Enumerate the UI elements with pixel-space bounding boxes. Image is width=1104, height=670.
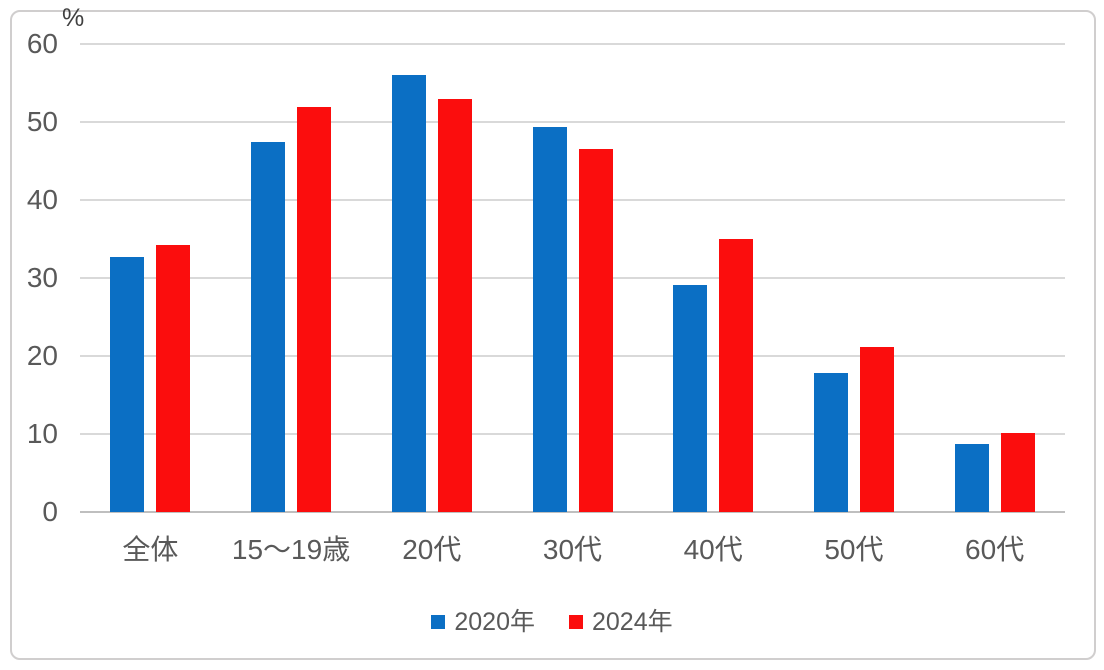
gridline-50: [80, 121, 1065, 123]
x-category-label-5: 50代: [824, 534, 884, 565]
legend-item-0: 2020年: [431, 607, 535, 636]
y-tick-label-60: 60: [26, 28, 58, 59]
y-axis-unit-label: %: [62, 4, 85, 32]
bar-series0-cat5: [813, 373, 848, 512]
x-category-label-1: 15〜19歳: [231, 534, 351, 565]
bar-series0-cat4: [673, 285, 708, 512]
bar-series1-cat5: [859, 346, 894, 512]
x-category-label-6: 60代: [965, 534, 1025, 565]
legend-item-1: 2024年: [569, 607, 673, 636]
bar-series1-cat6: [1000, 433, 1035, 512]
y-tick-label-40: 40: [26, 184, 58, 215]
y-tick-label-30: 30: [26, 262, 58, 293]
gridline-30: [80, 277, 1065, 279]
legend: 2020年 2024年: [0, 604, 1104, 640]
gridline-10: [80, 433, 1065, 435]
gridline-20: [80, 355, 1065, 357]
bar-series1-cat3: [578, 148, 613, 512]
bar-series1-cat2: [437, 99, 472, 512]
legend-label-1: 2024年: [592, 607, 673, 636]
legend-swatch-icon-1: [569, 615, 583, 629]
legend-label-0: 2020年: [454, 607, 535, 636]
bar-series1-cat0: [156, 245, 191, 512]
x-axis-line: [80, 511, 1065, 513]
bar-series0-cat6: [954, 444, 989, 512]
bar-series0-cat3: [532, 127, 567, 512]
legend-swatch-icon-0: [431, 615, 446, 629]
gridline-60: [80, 43, 1065, 45]
bar-series0-cat0: [110, 256, 145, 512]
x-category-label-3: 30代: [542, 534, 603, 565]
bar-series0-cat2: [391, 75, 426, 512]
y-tick-label-0: 0: [42, 496, 58, 527]
bar-series0-cat1: [251, 141, 286, 512]
y-tick-label-20: 20: [26, 340, 58, 371]
y-tick-label-50: 50: [26, 106, 58, 137]
x-category-label-0: 全体: [122, 534, 179, 565]
bar-series1-cat1: [297, 107, 332, 512]
bar-series1-cat4: [719, 239, 754, 512]
y-tick-label-10: 10: [26, 418, 58, 449]
gridline-40: [80, 199, 1065, 201]
x-category-label-4: 40代: [683, 534, 743, 565]
x-category-label-2: 20代: [402, 534, 462, 565]
